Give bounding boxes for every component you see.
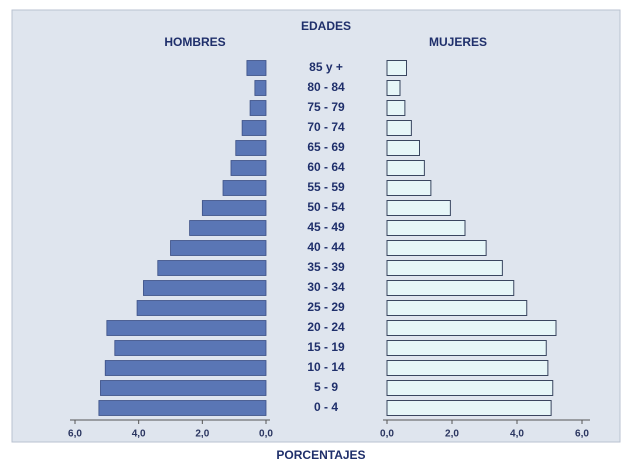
x-tick-label: 0,0: [259, 429, 273, 440]
age-label: 85 y +: [309, 60, 343, 74]
bar: [386, 280, 515, 296]
bar: [386, 320, 557, 336]
bar: [170, 240, 267, 256]
age-label: 15 - 19: [307, 340, 345, 354]
bar: [386, 300, 528, 316]
bar: [386, 240, 487, 256]
bar: [254, 80, 267, 96]
bar: [100, 380, 267, 396]
x-tick-label: 2,0: [445, 429, 459, 440]
age-label: 70 - 74: [307, 120, 345, 134]
bar: [246, 60, 267, 76]
x-tick-label: 0,0: [380, 429, 394, 440]
age-label: 5 - 9: [314, 380, 338, 394]
x-tick-label: 6,0: [68, 429, 82, 440]
bar: [222, 180, 267, 196]
bar: [143, 280, 267, 296]
bar: [386, 220, 466, 236]
bar: [98, 400, 267, 416]
age-label: 30 - 34: [307, 280, 345, 294]
x-tick-label: 4,0: [132, 429, 146, 440]
age-label: 10 - 14: [307, 360, 345, 374]
x-tick-label: 6,0: [575, 429, 589, 440]
bar: [386, 260, 503, 276]
female-label: MUJERES: [429, 35, 487, 49]
age-label: 80 - 84: [307, 80, 345, 94]
bar: [386, 160, 425, 176]
bar: [386, 180, 432, 196]
bar: [230, 160, 267, 176]
age-label: 40 - 44: [307, 240, 345, 254]
age-label: 75 - 79: [307, 100, 345, 114]
bar: [386, 400, 552, 416]
bar: [386, 80, 401, 96]
bar: [189, 220, 267, 236]
bar: [249, 100, 267, 116]
age-label: 45 - 49: [307, 220, 345, 234]
age-label: 60 - 64: [307, 160, 345, 174]
bar: [386, 100, 406, 116]
age-label: 65 - 69: [307, 140, 345, 154]
bar: [241, 120, 267, 136]
bar: [386, 360, 549, 376]
age-axis-title: EDADES: [301, 19, 351, 33]
bar: [386, 60, 407, 76]
bar: [386, 120, 412, 136]
age-label: 35 - 39: [307, 260, 345, 274]
bar: [157, 260, 267, 276]
bar: [136, 300, 267, 316]
bar: [106, 320, 267, 336]
age-label: 25 - 29: [307, 300, 345, 314]
bar: [201, 200, 267, 216]
bar: [386, 200, 451, 216]
age-label: 0 - 4: [314, 400, 338, 414]
bar: [386, 380, 554, 396]
age-label: 55 - 59: [307, 180, 345, 194]
age-label: 50 - 54: [307, 200, 345, 214]
bar: [114, 340, 267, 356]
x-tick-label: 2,0: [195, 429, 209, 440]
bar: [386, 340, 547, 356]
bar: [386, 140, 420, 156]
bar: [104, 360, 267, 376]
age-label: 20 - 24: [307, 320, 345, 334]
x-axis-title: PORCENTAJES: [276, 448, 365, 462]
x-tick-label: 4,0: [510, 429, 524, 440]
bar: [235, 140, 267, 156]
male-label: HOMBRES: [164, 35, 225, 49]
